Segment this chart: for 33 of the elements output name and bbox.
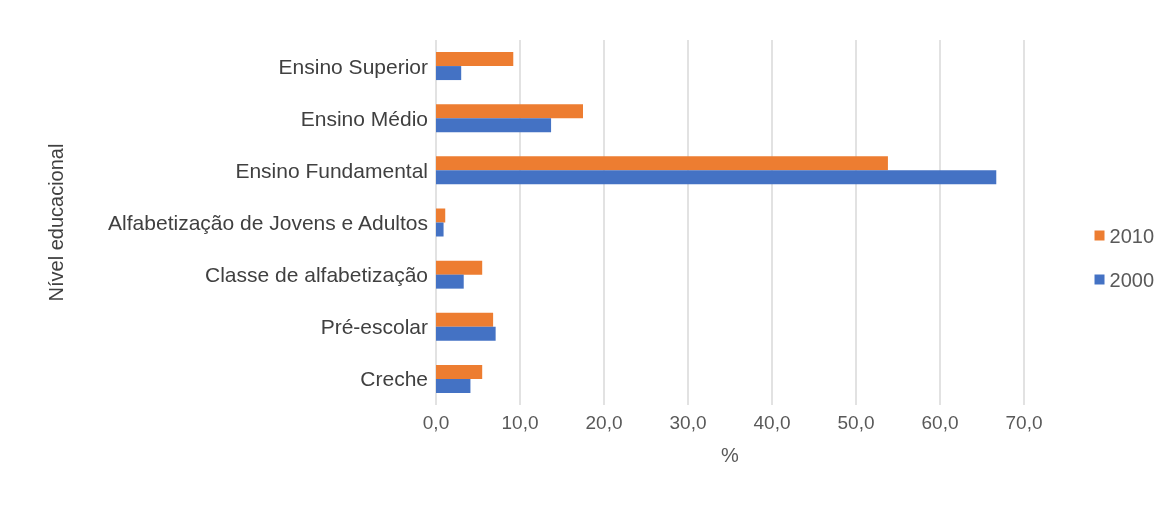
x-tick-label: 60,0	[921, 412, 959, 433]
y-tick-label: Ensino Fundamental	[235, 158, 428, 182]
bar	[436, 364, 483, 379]
bar	[436, 312, 494, 327]
bar	[436, 378, 471, 393]
x-tick-label: 10,0	[501, 412, 539, 433]
bar	[436, 260, 483, 275]
bar	[436, 52, 514, 67]
y-tick-label: Ensino Médio	[300, 106, 428, 130]
legend-label: 2010	[1109, 224, 1155, 247]
bar	[436, 222, 444, 237]
x-tick-label: 50,0	[837, 412, 875, 433]
bar	[436, 208, 446, 223]
bar	[436, 326, 496, 341]
y-tick-label: Pré-escolar	[320, 315, 428, 339]
bar	[436, 118, 552, 133]
x-tick-label: 70,0	[1005, 412, 1043, 433]
x-tick-label: 20,0	[585, 412, 623, 433]
x-tick-label: 30,0	[669, 412, 707, 433]
bar	[436, 274, 464, 289]
y-tick-label: Classe de alfabetização	[205, 263, 428, 287]
bar	[436, 170, 997, 185]
bar	[436, 156, 888, 171]
legend-label: 2000	[1109, 268, 1155, 291]
y-tick-label: Creche	[360, 367, 428, 391]
y-tick-label: Alfabetização de Jovens e Adultos	[108, 211, 428, 234]
x-tick-label: 0,0	[422, 412, 450, 433]
bar	[436, 104, 583, 119]
x-tick-label: 40,0	[753, 412, 791, 433]
bar	[436, 66, 462, 81]
y-tick-label: Ensino Superior	[278, 54, 428, 78]
x-axis-title: %	[721, 444, 740, 466]
y-axis-title: Nível educacional	[45, 143, 67, 302]
